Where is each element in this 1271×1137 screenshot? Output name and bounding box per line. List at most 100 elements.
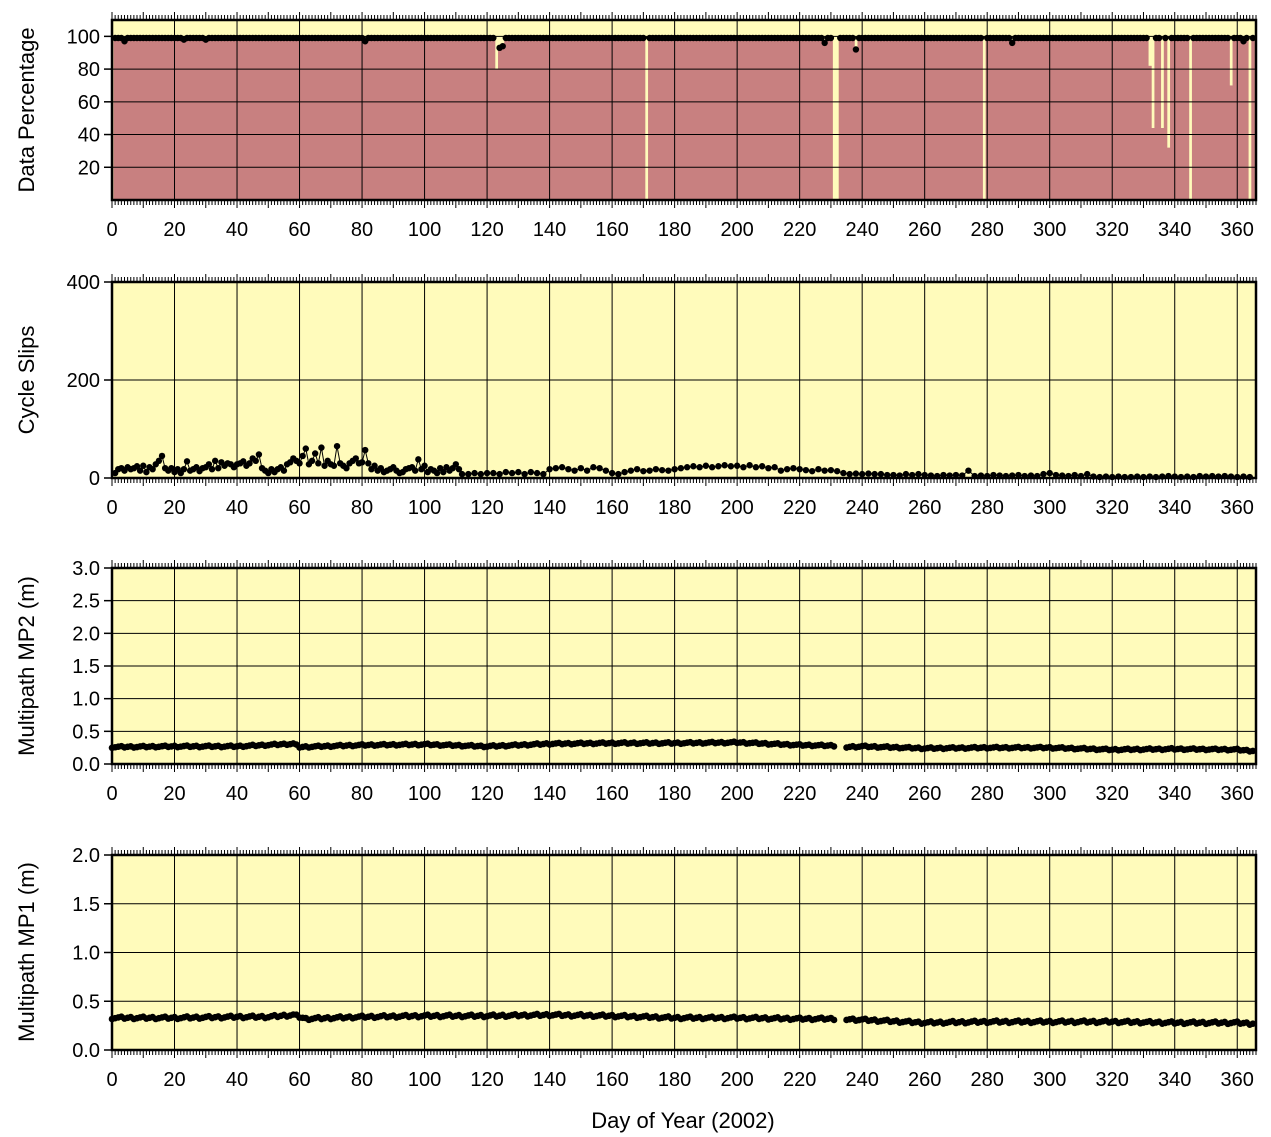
data-bar — [285, 38, 290, 200]
x-tick-label: 340 — [1158, 497, 1191, 519]
x-axis-title: Day of Year (2002) — [591, 1108, 774, 1133]
data-bar — [222, 38, 227, 200]
data-bar — [429, 38, 433, 200]
chart-panels: 0 20 40 60 80 100 120 140 160 180 200 220 240 260 280 3… — [14, 12, 1258, 1091]
data-series-cycle-slips — [111, 442, 1253, 481]
data-bar — [469, 38, 474, 200]
data-bar — [141, 38, 146, 200]
data-bar — [1198, 38, 1202, 200]
x-tick-label: 320 — [1096, 219, 1129, 241]
data-bar — [1138, 38, 1143, 200]
y-axis-title: Multipath MP2 (m) — [14, 576, 39, 756]
data-bar — [335, 38, 340, 200]
data-bar — [476, 38, 480, 200]
data-bar — [1026, 38, 1030, 200]
data-bar — [179, 38, 183, 200]
data-point — [583, 467, 591, 474]
data-bar — [129, 38, 133, 200]
x-tick-label: 0 — [106, 219, 117, 241]
data-bar — [623, 38, 627, 200]
data-bar — [1207, 38, 1212, 200]
data-bar — [410, 38, 415, 200]
data-bar — [713, 38, 718, 200]
data-bar — [851, 38, 855, 200]
data-bar — [1095, 38, 1099, 200]
data-bar — [157, 38, 161, 200]
x-tick-label: 80 — [351, 783, 373, 805]
data-bar — [938, 38, 943, 200]
data-bar — [941, 38, 946, 200]
x-tick-label: 280 — [971, 219, 1004, 241]
data-point — [715, 463, 722, 470]
data-bar — [344, 38, 349, 200]
data-point — [471, 469, 478, 477]
data-bar — [879, 38, 883, 200]
data-bar — [685, 38, 690, 200]
data-point — [690, 463, 697, 470]
data-point — [818, 34, 825, 42]
data-bar — [251, 38, 255, 200]
data-bar — [960, 38, 965, 200]
data-bar — [126, 38, 130, 200]
data-point — [777, 467, 785, 474]
y-tick-label: 0.5 — [72, 721, 100, 743]
data-point — [1209, 472, 1216, 480]
data-bar — [726, 38, 730, 200]
data-bar — [882, 38, 887, 200]
data-point — [590, 464, 597, 471]
data-point — [246, 460, 253, 467]
data-bar — [970, 38, 974, 200]
data-bar — [804, 38, 808, 200]
data-point — [308, 457, 316, 465]
data-point — [361, 446, 369, 454]
data-bar — [1204, 38, 1208, 200]
data-point — [302, 445, 309, 452]
data-point — [318, 444, 325, 451]
x-tick-labels: 0 20 40 60 80 100 120 140 160 180 200 220 240 260 280 3… — [106, 497, 1253, 519]
y-tick-label: 80 — [78, 59, 100, 81]
data-bar — [594, 38, 599, 200]
x-tick-label: 40 — [226, 497, 248, 519]
data-bar — [294, 38, 299, 200]
data-bar — [907, 38, 912, 200]
data-point — [849, 34, 856, 42]
x-tick-label: 160 — [595, 219, 628, 241]
x-tick-label: 240 — [845, 783, 878, 805]
x-tick-label: 160 — [595, 783, 628, 805]
data-bar — [372, 38, 377, 200]
data-point — [183, 458, 191, 465]
x-tick-label: 180 — [658, 783, 691, 805]
x-tick-label: 320 — [1096, 1069, 1129, 1091]
data-bar — [557, 38, 561, 200]
data-bar — [869, 38, 874, 200]
data-point — [577, 465, 585, 472]
data-bar — [788, 38, 793, 200]
data-bar — [919, 38, 924, 200]
data-point — [830, 743, 838, 750]
data-point — [315, 460, 322, 467]
data-point — [933, 472, 941, 480]
data-bar — [1091, 38, 1096, 200]
data-bar — [188, 38, 193, 200]
data-bar — [363, 41, 368, 200]
data-point — [455, 465, 463, 473]
x-tick-label: 200 — [720, 497, 753, 519]
data-point — [683, 464, 691, 471]
data-bar — [1013, 38, 1018, 200]
data-bar — [710, 38, 715, 200]
data-bar — [998, 38, 1002, 200]
data-bar — [319, 38, 324, 200]
data-bar — [1185, 38, 1190, 200]
data-point — [702, 462, 710, 469]
data-point — [215, 465, 222, 472]
data-bar — [1041, 38, 1046, 200]
data-bar — [398, 38, 402, 200]
y-tick-labels: 0 200 400 — [67, 272, 112, 490]
data-point — [1002, 472, 1010, 480]
data-bar — [779, 38, 783, 200]
data-point — [255, 451, 263, 458]
data-bar — [1035, 38, 1040, 200]
data-bar — [366, 38, 371, 200]
data-point — [677, 465, 685, 472]
data-bar — [1116, 38, 1121, 200]
